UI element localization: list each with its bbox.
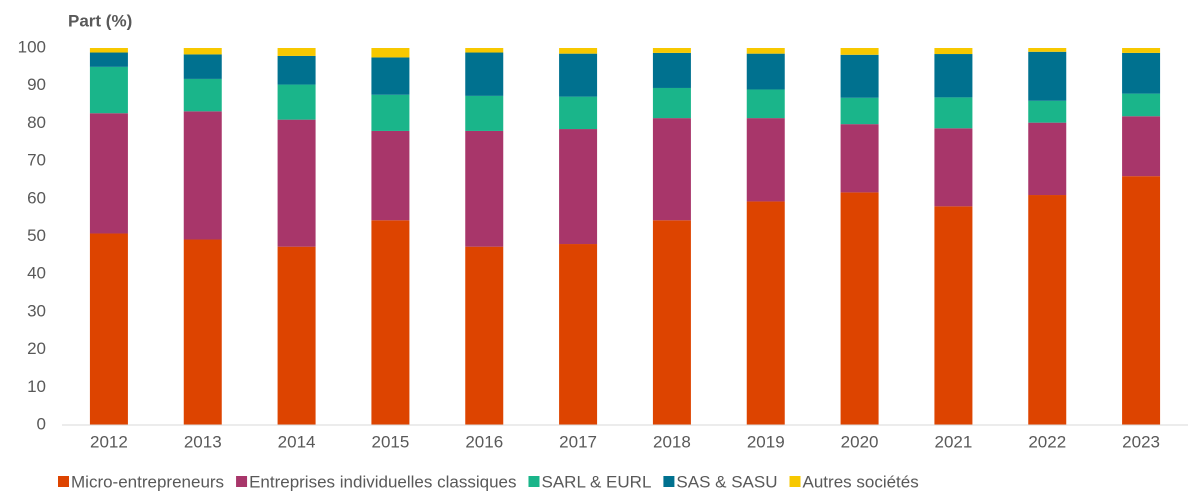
y-tick-label: 70 xyxy=(27,151,46,170)
bar-segment xyxy=(1122,48,1161,53)
legend-label: SARL & EURL xyxy=(541,472,651,491)
bar-segment xyxy=(1122,116,1161,177)
legend-swatch xyxy=(789,476,801,487)
bar-segment xyxy=(277,48,316,56)
bar-segment xyxy=(746,48,785,54)
bar-segment xyxy=(183,111,222,240)
bar-segment xyxy=(183,48,222,55)
bar-segment xyxy=(371,220,410,425)
x-tick-label: 2017 xyxy=(559,432,597,451)
bar-segment xyxy=(277,246,316,425)
legend-swatch xyxy=(663,476,675,487)
bar-segment xyxy=(746,89,785,119)
y-tick-label: 50 xyxy=(27,226,46,245)
bar-segment xyxy=(746,118,785,202)
bar-segment xyxy=(934,97,973,129)
bar-segment xyxy=(934,48,973,55)
x-tick-label: 2019 xyxy=(747,432,785,451)
y-tick-label: 80 xyxy=(27,113,46,132)
bar-segment xyxy=(465,52,504,96)
bar-segment xyxy=(465,48,504,53)
bar-segment xyxy=(1122,176,1161,425)
y-tick-label: 20 xyxy=(27,339,46,358)
bar-segment xyxy=(840,54,879,98)
y-tick-label: 10 xyxy=(27,377,46,396)
bar-segment xyxy=(652,220,691,425)
bar-segment xyxy=(465,246,504,425)
bar-segment xyxy=(277,84,316,120)
bar-segment xyxy=(652,48,691,53)
bar-segment xyxy=(746,201,785,425)
x-tick-label: 2014 xyxy=(278,432,316,451)
x-tick-label: 2021 xyxy=(935,432,973,451)
x-tick-label: 2012 xyxy=(90,432,128,451)
x-tick-label: 2023 xyxy=(1122,432,1160,451)
bar-segment xyxy=(934,128,973,207)
bar-segment xyxy=(89,113,128,234)
bar-segment xyxy=(559,48,598,54)
bar-segment xyxy=(1122,93,1161,117)
bar-segment xyxy=(934,54,973,98)
bar-segment xyxy=(89,66,128,114)
bar-segment xyxy=(89,233,128,425)
x-tick-label: 2016 xyxy=(465,432,503,451)
bar-segment xyxy=(465,130,504,247)
bar-segment xyxy=(746,53,785,90)
bar-segment xyxy=(652,118,691,221)
y-tick-label: 100 xyxy=(18,37,46,56)
bar-segment xyxy=(89,48,128,53)
bar-segment xyxy=(183,239,222,425)
bar-segment xyxy=(840,192,879,425)
legend-swatch xyxy=(528,476,540,487)
y-tick-label: 30 xyxy=(27,301,46,320)
bar-segment xyxy=(652,52,691,88)
legend-swatch xyxy=(58,476,69,487)
x-tick-label: 2020 xyxy=(841,432,879,451)
legend-label: Entreprises individuelles classiques xyxy=(249,472,516,491)
bar-segment xyxy=(183,78,222,112)
x-tick-label: 2018 xyxy=(653,432,691,451)
x-tick-label: 2022 xyxy=(1028,432,1066,451)
y-tick-label: 40 xyxy=(27,264,46,283)
y-tick-label: 90 xyxy=(27,75,46,94)
bar-segment xyxy=(934,206,973,425)
bar-segment xyxy=(277,55,316,85)
bar-segment xyxy=(183,54,222,79)
bar-segment xyxy=(559,244,598,425)
bar-segment xyxy=(652,87,691,119)
x-tick-label: 2013 xyxy=(184,432,222,451)
bar-segment xyxy=(559,53,598,97)
legend-label: Autres sociétés xyxy=(803,472,919,491)
bar-segment xyxy=(559,96,598,130)
bar-segment xyxy=(89,52,128,67)
bar-segment xyxy=(1122,52,1161,94)
bar-segment xyxy=(840,48,879,55)
bar-segment xyxy=(559,129,598,245)
bar-segment xyxy=(1028,51,1067,101)
bar-segment xyxy=(371,48,410,58)
y-tick-label: 0 xyxy=(37,414,46,433)
legend-label: Micro-entrepreneurs xyxy=(71,472,224,491)
bar-segment xyxy=(277,119,316,247)
bar-segment xyxy=(840,124,879,193)
bar-segment xyxy=(465,95,504,131)
y-tick-label: 60 xyxy=(27,188,46,207)
bar-segment xyxy=(1028,195,1067,425)
bar-segment xyxy=(1028,48,1067,52)
bar-segment xyxy=(371,130,410,221)
x-tick-label: 2015 xyxy=(372,432,410,451)
bar-segment xyxy=(840,97,879,125)
bar-segment xyxy=(1028,122,1067,196)
bar-segment xyxy=(1028,100,1067,123)
legend-swatch xyxy=(236,476,248,487)
y-axis-label: Part (%) xyxy=(68,11,132,30)
bar-segment xyxy=(371,57,410,95)
legend-label: SAS & SASU xyxy=(676,472,777,491)
bar-segment xyxy=(371,94,410,131)
